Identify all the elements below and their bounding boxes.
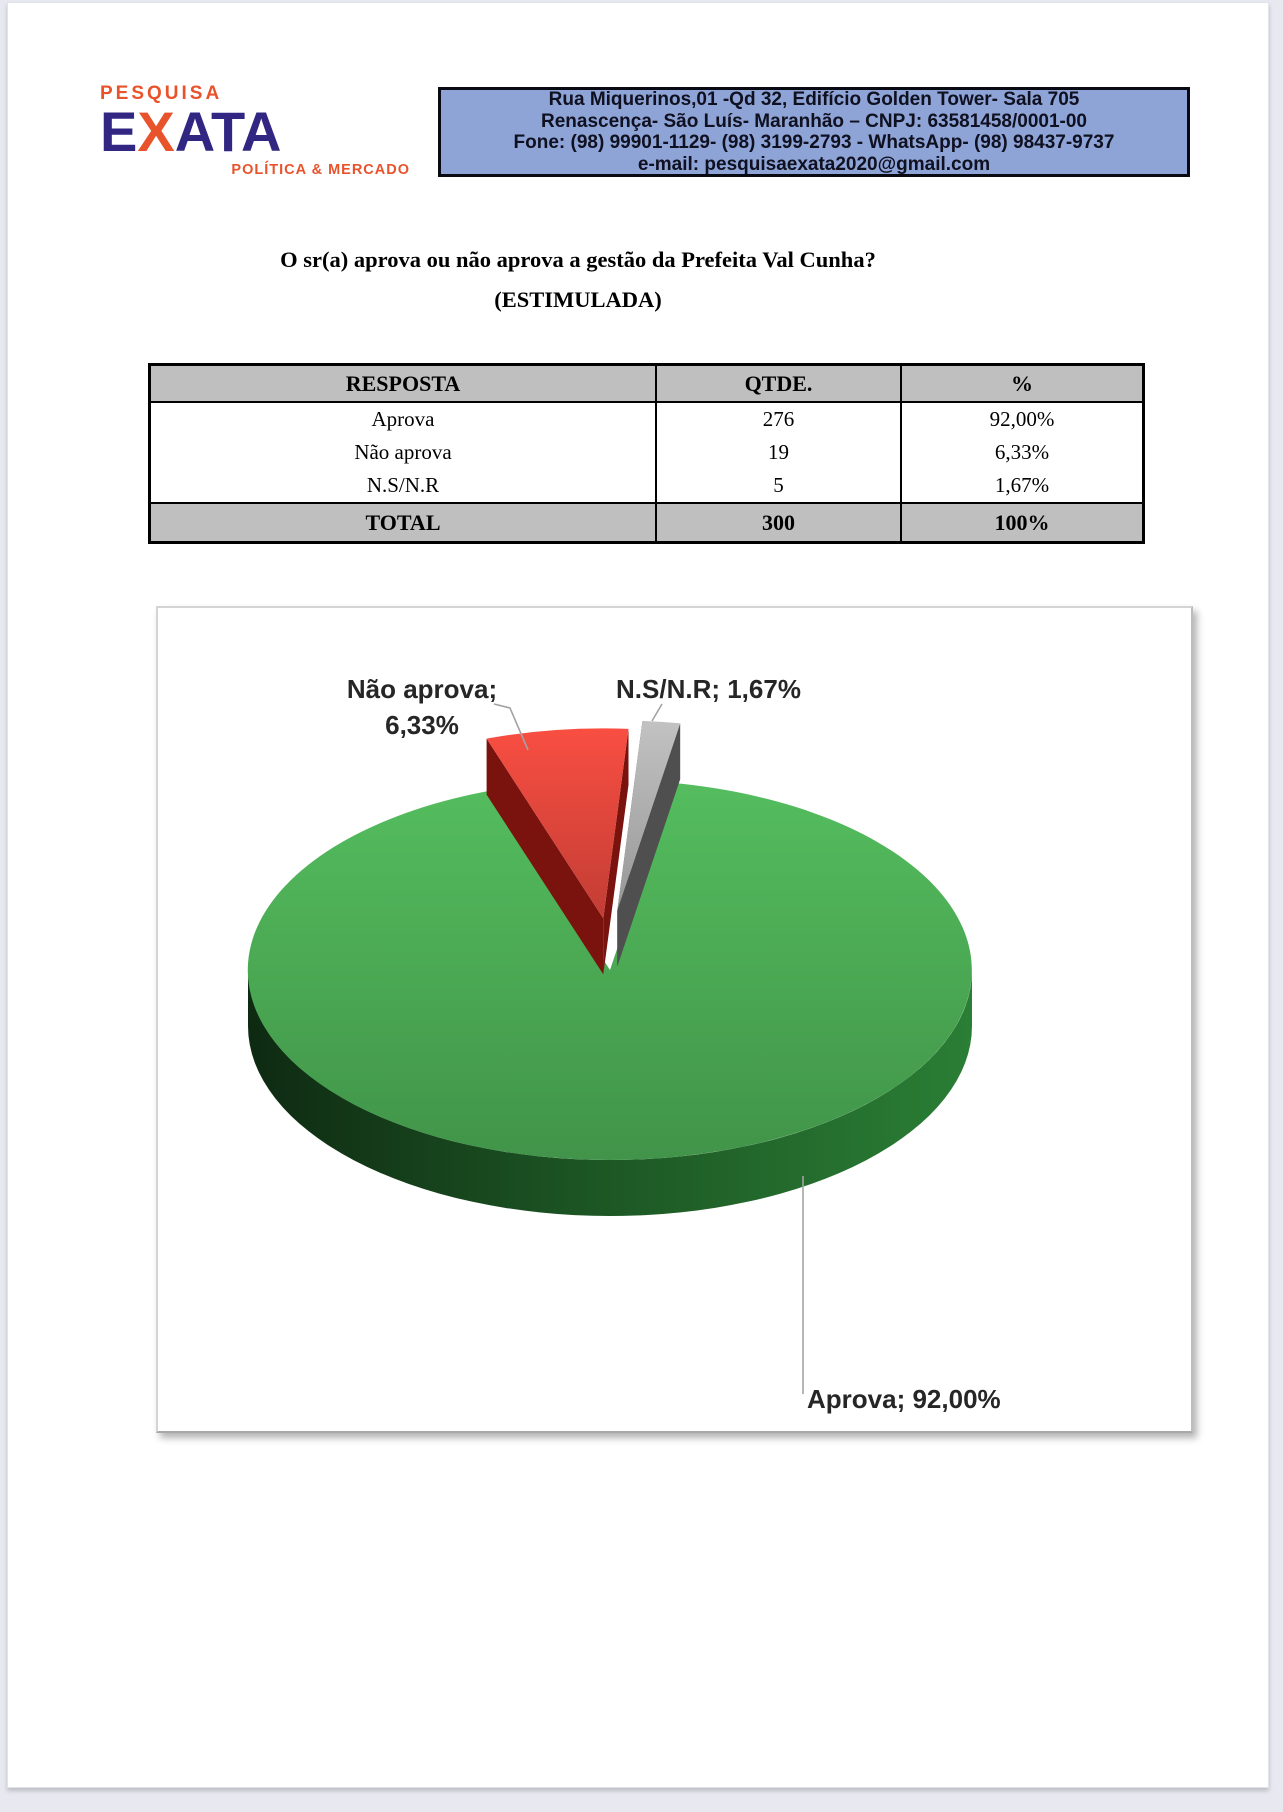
nao-aprova-leader-line bbox=[493, 703, 529, 751]
nao-aprova-label: Não aprova; bbox=[347, 674, 497, 704]
contact-info-box: Rua Miquerinos,01 -Qd 32, Edifício Golde… bbox=[438, 87, 1190, 177]
table-row: Aprova 276 92,00% bbox=[151, 403, 1142, 436]
header-percent: % bbox=[900, 366, 1142, 401]
nsnr-label: N.S/N.R; 1,67% bbox=[616, 674, 801, 704]
survey-question-title: O sr(a) aprova ou não aprova a gestão da… bbox=[48, 247, 1108, 313]
table-total-row: TOTAL 300 100% bbox=[151, 502, 1142, 541]
pie-chart-3d: Não aprova; 6,33% N.S/N.R; 1,67% Aprova;… bbox=[247, 674, 1001, 1414]
table-header-row: RESPOSTA QTDE. % bbox=[151, 366, 1142, 403]
pie-chart-panel: Não aprova; 6,33% N.S/N.R; 1,67% Aprova;… bbox=[156, 606, 1193, 1433]
pie-slice-part bbox=[617, 723, 681, 967]
cell-label: Não aprova bbox=[354, 440, 452, 464]
logo-letter-x: X bbox=[137, 100, 175, 163]
cell-count: 276 bbox=[655, 403, 900, 436]
report-page: PESQUISA EXATA POLÍTICA & MERCADO Rua Mi… bbox=[7, 2, 1269, 1788]
cell-total-label: TOTAL bbox=[365, 510, 441, 535]
pie-slice-part bbox=[486, 738, 604, 975]
contact-email-line: e-mail: pesquisaexata2020@gmail.com bbox=[637, 153, 991, 175]
cell-total-percent: 100% bbox=[900, 504, 1142, 541]
table-row: N.S/N.R 5 1,67% bbox=[151, 469, 1142, 502]
logo-word-exata: EXATA bbox=[100, 104, 410, 160]
question-line1: O sr(a) aprova ou não aprova a gestão da… bbox=[280, 247, 876, 272]
chart-callouts: Não aprova; 6,33% N.S/N.R; 1,67% Aprova;… bbox=[347, 674, 1001, 1414]
pie-slice-part bbox=[617, 720, 681, 911]
cell-count: 5 bbox=[655, 469, 900, 502]
cell-label: Aprova bbox=[371, 407, 435, 431]
header-qtde: QTDE. bbox=[655, 366, 900, 401]
pie-slice-part bbox=[603, 728, 629, 975]
header-resposta: RESPOSTA bbox=[345, 371, 461, 396]
nsnr-leader-line bbox=[651, 703, 663, 722]
pie-slices bbox=[247, 720, 972, 1216]
pie-slice-part bbox=[247, 782, 972, 1160]
logo-tagline: POLÍTICA & MERCADO bbox=[231, 162, 410, 178]
cell-count: 19 bbox=[655, 436, 900, 469]
results-table: RESPOSTA QTDE. % Aprova 276 92,00% Não a… bbox=[148, 363, 1145, 544]
contact-city-cnpj-line: Renascença- São Luís- Maranhão – CNPJ: 6… bbox=[541, 110, 1087, 132]
cell-total-count: 300 bbox=[655, 504, 900, 541]
contact-address-line: Rua Miquerinos,01 -Qd 32, Edifício Golde… bbox=[548, 89, 1080, 110]
logo-letters-ata: ATA bbox=[174, 100, 282, 163]
logo-letter-e: E bbox=[100, 100, 138, 163]
question-line2: (ESTIMULADA) bbox=[494, 287, 662, 312]
cell-percent: 1,67% bbox=[900, 469, 1142, 502]
table-row: Não aprova 19 6,33% bbox=[151, 436, 1142, 469]
cell-label: N.S/N.R bbox=[366, 473, 440, 497]
cell-percent: 92,00% bbox=[900, 403, 1142, 436]
cell-percent: 6,33% bbox=[900, 436, 1142, 469]
contact-phone-line: Fone: (98) 99901-1129- (98) 3199-2793 - … bbox=[513, 132, 1115, 153]
pesquisa-exata-logo: PESQUISA EXATA POLÍTICA & MERCADO bbox=[100, 83, 410, 178]
pie-slice-part bbox=[248, 970, 972, 1216]
logo-word-pesquisa: PESQUISA bbox=[100, 83, 223, 104]
aprova-label: Aprova; 92,00% bbox=[807, 1384, 1001, 1414]
pie-slice-part bbox=[486, 728, 629, 919]
nao-aprova-percent-label: 6,33% bbox=[385, 710, 459, 740]
